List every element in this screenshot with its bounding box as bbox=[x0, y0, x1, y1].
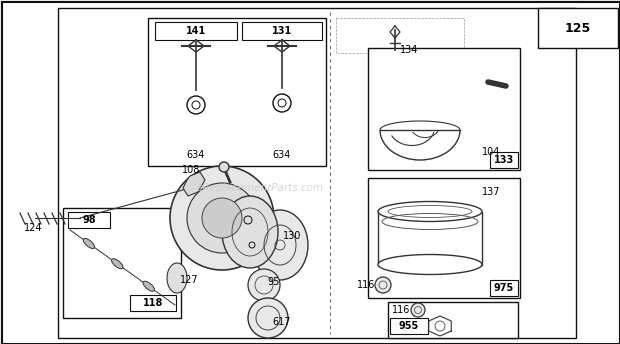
Circle shape bbox=[170, 166, 274, 270]
Ellipse shape bbox=[112, 259, 123, 269]
Ellipse shape bbox=[167, 263, 187, 293]
Circle shape bbox=[248, 298, 288, 338]
Text: 108: 108 bbox=[182, 165, 200, 175]
Text: 955: 955 bbox=[399, 321, 419, 331]
Circle shape bbox=[202, 198, 242, 238]
Bar bbox=[390, 318, 428, 334]
Text: 634: 634 bbox=[273, 150, 291, 160]
Text: 95: 95 bbox=[267, 277, 280, 287]
Text: 124: 124 bbox=[24, 223, 43, 233]
Text: 141: 141 bbox=[186, 26, 206, 36]
Polygon shape bbox=[183, 172, 205, 196]
Text: eReplacementParts.com: eReplacementParts.com bbox=[197, 183, 324, 193]
Text: 118: 118 bbox=[143, 298, 163, 308]
Ellipse shape bbox=[378, 202, 482, 222]
Text: 116: 116 bbox=[356, 280, 375, 290]
Text: 617: 617 bbox=[272, 317, 291, 327]
Bar bbox=[368, 48, 520, 170]
Ellipse shape bbox=[378, 255, 482, 275]
Text: 116: 116 bbox=[392, 305, 410, 315]
Bar bbox=[490, 152, 518, 168]
Ellipse shape bbox=[143, 281, 154, 291]
Text: 125: 125 bbox=[565, 21, 591, 34]
Circle shape bbox=[187, 183, 257, 253]
Ellipse shape bbox=[83, 238, 95, 249]
Text: 104: 104 bbox=[482, 147, 500, 157]
Bar bbox=[490, 280, 518, 296]
Bar bbox=[63, 208, 181, 318]
Text: 134: 134 bbox=[400, 45, 419, 55]
Ellipse shape bbox=[222, 196, 278, 268]
Circle shape bbox=[219, 162, 229, 172]
Bar bbox=[388, 302, 518, 338]
Text: 98: 98 bbox=[82, 215, 96, 225]
Bar bbox=[538, 8, 618, 48]
Bar bbox=[68, 212, 110, 228]
Circle shape bbox=[375, 277, 391, 293]
Circle shape bbox=[248, 269, 280, 301]
Ellipse shape bbox=[252, 210, 308, 280]
Bar bbox=[242, 22, 322, 40]
Text: 127: 127 bbox=[180, 275, 198, 285]
Text: 975: 975 bbox=[494, 283, 514, 293]
Bar bbox=[130, 295, 176, 311]
Text: 133: 133 bbox=[494, 155, 514, 165]
Text: 137: 137 bbox=[482, 187, 500, 197]
Text: 634: 634 bbox=[187, 150, 205, 160]
Bar bbox=[155, 22, 237, 40]
Bar bbox=[368, 178, 520, 298]
Bar bbox=[336, 18, 464, 53]
Text: 130: 130 bbox=[283, 231, 301, 241]
Circle shape bbox=[411, 303, 425, 317]
Bar bbox=[148, 18, 326, 166]
Bar bbox=[58, 8, 576, 338]
Text: 131: 131 bbox=[272, 26, 292, 36]
